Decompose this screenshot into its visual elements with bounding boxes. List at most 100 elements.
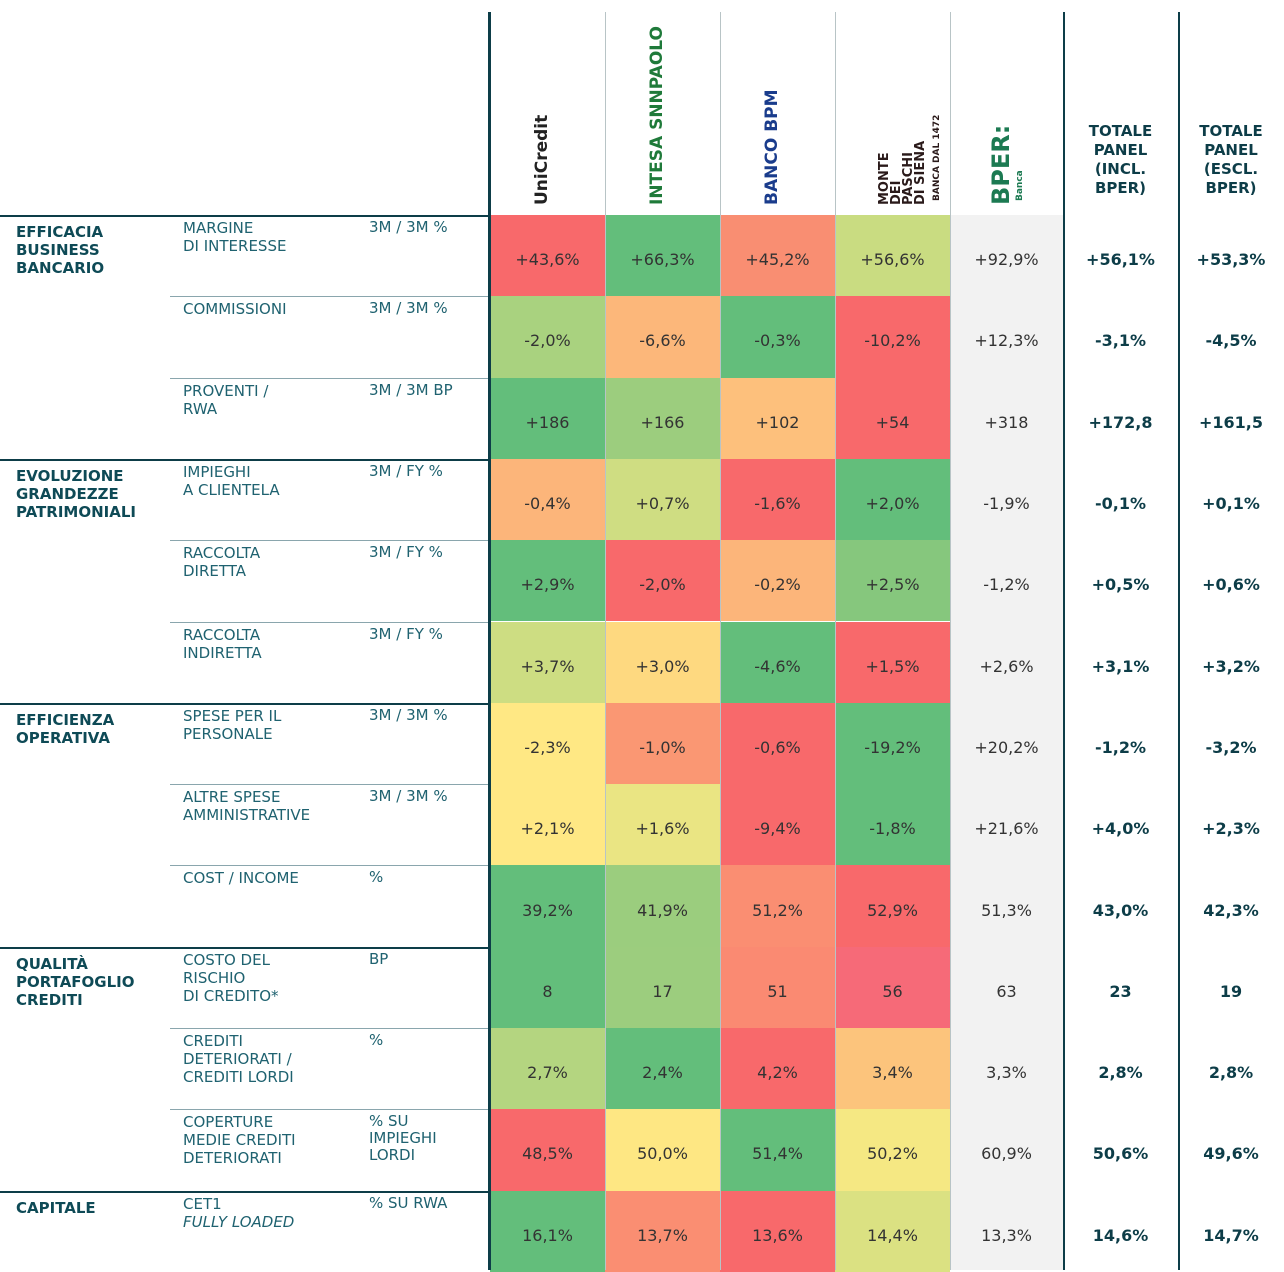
unit-label: 3M / 3M % [369,218,448,236]
total-cell: +0,6% [1202,575,1260,595]
row-line [170,1028,490,1029]
value-cell: -1,9% [983,494,1030,514]
value-cell: -19,2% [835,702,950,785]
total-cell: 49,6% [1203,1144,1259,1164]
value-cell: -6,6% [605,296,720,378]
group-label: CAPITALE [16,1198,96,1217]
row-line [170,377,490,379]
value-cell: -4,6% [720,621,835,703]
bank-sub: BANCA DAL 1472 [931,114,942,201]
metric-label: COPERTURE MEDIE CREDITI DETERIORATI [183,1113,296,1168]
value-cell: 51 [720,946,835,1028]
value-cell: +2,9% [490,540,605,622]
col-line [720,12,721,1270]
value-cell: 13,3% [981,1225,1032,1245]
total-cell: +2,3% [1202,819,1260,839]
value-cell: -0,4% [490,458,605,541]
unit-label: 3M / FY % [369,461,443,480]
unit-label: 3M / FY % [369,543,443,562]
row-line [170,621,490,623]
value-cell: -0,6% [720,702,835,785]
value-cell: -2,3% [490,702,605,785]
row-line [170,540,490,542]
value-cell: +43,6% [490,215,605,297]
total-cell: +0,1% [1202,494,1260,514]
group-line [0,215,490,217]
unit-label: 3M / 3M BP [369,380,453,399]
value-cell: 50,0% [605,1109,720,1191]
total-cell: 14,7% [1203,1225,1259,1245]
metric-label: IMPIEGHI A CLIENTELA [183,462,280,499]
unit-label: % SU RWA [369,1193,448,1212]
value-cell: 60,9% [981,1144,1032,1164]
unit-label: 3M / 3M % [369,705,448,724]
row-line [170,784,490,786]
row-line [170,296,490,298]
metric-label: RACCOLTA INDIRETTA [183,625,262,662]
value-cell: 48,5% [490,1109,605,1191]
group-label: EFFICACIA BUSINESS BANCARIO [16,223,105,277]
metric-label: COST / INCOME [183,869,299,888]
value-cell: +66,3% [605,215,720,297]
value-cell: 17 [605,946,720,1028]
value-cell: -1,8% [835,784,950,866]
value-cell: 51,2% [720,865,835,947]
value-cell: +20,2% [974,737,1039,757]
value-cell: -1,6% [720,458,835,541]
bank-logo: INTESA SNNPAOLO [646,26,667,205]
bank-name: UniCredit [531,114,552,205]
value-cell: 51,4% [720,1109,835,1191]
bank-name: INTESA SNNPAOLO [646,26,667,205]
total-cell: +4,0% [1091,819,1150,839]
unit-label: % SU IMPIEGHI LORDI [369,1112,437,1165]
group-label: EVOLUZIONE GRANDEZZE PATRIMONIALI [16,466,136,521]
total-cell: -3,2% [1205,737,1257,757]
bper-bg [950,215,1063,1270]
value-cell: 2,7% [490,1028,605,1110]
metric-label: RACCOLTA DIRETTA [183,544,261,581]
value-cell: 63 [996,981,1017,1001]
value-cell: 13,6% [720,1190,835,1272]
total-cell: 14,6% [1092,1225,1149,1245]
value-cell: 16,1% [490,1190,605,1272]
value-cell: +102 [720,377,835,459]
total-cell: -0,1% [1094,494,1146,514]
group-line [0,1190,490,1193]
value-cell: 50,2% [835,1109,950,1191]
total-cell: -3,1% [1094,331,1146,351]
metric-label: CREDITI DETERIORATI / CREDITI LORDI [183,1032,294,1086]
total-cell: -4,5% [1205,331,1257,351]
bank-name: MONTE DEI PASCHI DI SIENA [876,140,928,205]
total-header: TOTALE PANEL (INCL. BPER) [1088,122,1153,197]
value-cell: +2,5% [835,540,950,622]
total-cell: -1,2% [1094,737,1146,757]
unit-label: % [369,868,384,887]
group-line [0,458,490,461]
group-label: QUALITÀ PORTAFOGLIO CREDITI [16,954,135,1009]
group-label: EFFICIENZA OPERATIVA [16,710,115,747]
value-cell: +92,9% [974,250,1039,270]
value-cell: 14,4% [835,1190,950,1272]
unit-label: % [369,1031,384,1049]
row-line [170,865,490,867]
unit-label: 3M / 3M % [369,299,448,318]
total-cell: 23 [1109,981,1132,1001]
value-cell: +186 [490,377,605,459]
row-line [170,1109,490,1111]
value-cell: 3,3% [986,1063,1027,1083]
value-cell: +54 [835,377,950,459]
value-cell: -2,0% [605,540,720,622]
metric-label: CET1 FULLY LOADED [170,1191,365,1231]
bank-name: BANCO BPM [761,89,782,205]
total-cell: +172,8 [1088,412,1153,432]
total-cell: 2,8% [1098,1063,1143,1083]
metric-label: PROVENTI / RWA [183,381,269,418]
value-cell: +0,7% [605,458,720,541]
value-cell: +45,2% [720,215,835,297]
value-cell: -1,0% [605,702,720,785]
value-cell: 13,7% [605,1190,720,1272]
value-cell: 3,4% [835,1028,950,1110]
value-cell: +3,0% [605,621,720,703]
value-cell: -1,2% [983,575,1030,595]
value-cell: 56 [835,946,950,1028]
